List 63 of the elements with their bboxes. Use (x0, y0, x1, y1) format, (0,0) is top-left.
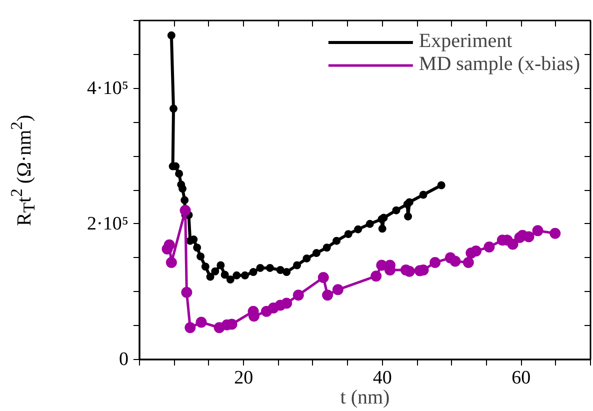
point (184, 322, 196, 334)
point (164, 239, 175, 250)
point (404, 212, 412, 220)
point (507, 238, 518, 250)
point (419, 190, 428, 199)
x-axis-title: t (nm) (340, 386, 390, 408)
legend-label: Experiment (418, 30, 512, 53)
point (282, 268, 291, 276)
point (392, 206, 400, 214)
point (220, 270, 229, 279)
point (206, 272, 214, 281)
point (462, 257, 474, 268)
point (180, 196, 189, 204)
point (266, 264, 274, 272)
x-tick-label: 40 (372, 368, 392, 388)
point (523, 231, 534, 242)
y-tick-label: 2·10⁵ (87, 213, 128, 234)
point (318, 272, 329, 283)
point (196, 316, 207, 328)
point (302, 254, 311, 262)
point (216, 261, 225, 270)
point (322, 244, 331, 252)
point (170, 104, 178, 113)
point (240, 271, 249, 280)
point (232, 271, 241, 280)
point (256, 264, 264, 272)
point (175, 170, 184, 178)
point (201, 262, 210, 271)
point (484, 241, 495, 252)
point (366, 220, 374, 228)
point (249, 268, 258, 276)
point (430, 257, 441, 268)
point (281, 298, 292, 309)
point (181, 286, 192, 298)
point (193, 244, 202, 252)
point (332, 284, 344, 296)
point (293, 261, 302, 270)
point (450, 256, 461, 267)
point (532, 225, 544, 236)
point (167, 31, 176, 40)
point (332, 236, 341, 245)
point (370, 270, 382, 282)
point (178, 184, 187, 193)
legend-label: MD sample (x-bias) (418, 53, 580, 76)
point (226, 276, 234, 284)
point (437, 181, 446, 190)
y-tick-label: 4·10⁵ (87, 78, 128, 99)
x-tick-label: 60 (512, 368, 531, 388)
point (292, 290, 304, 301)
point (211, 267, 220, 276)
x-tick-label: 20 (234, 368, 254, 388)
point (276, 266, 284, 274)
point (312, 249, 320, 258)
point (470, 246, 482, 257)
y-tick-label: 0 (119, 349, 128, 370)
point (180, 204, 191, 216)
point (344, 230, 352, 238)
point (166, 257, 177, 268)
point (354, 225, 362, 234)
point (378, 224, 386, 233)
point (196, 252, 205, 260)
point (550, 228, 561, 239)
point (322, 290, 334, 301)
